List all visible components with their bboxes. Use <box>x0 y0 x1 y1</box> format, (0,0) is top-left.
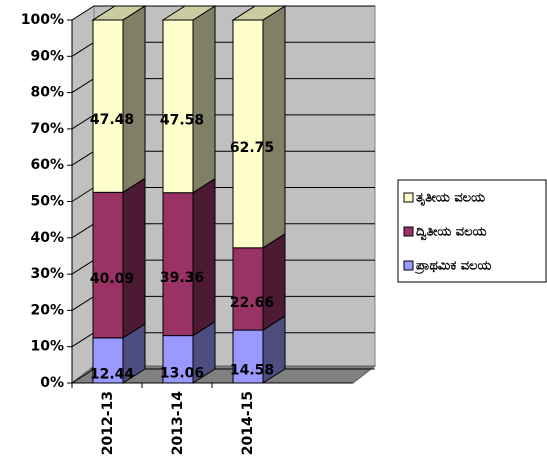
grid-line <box>71 5 95 21</box>
x-tick-label: 2012-13 <box>100 391 116 455</box>
y-tick-label: 80% <box>30 85 64 101</box>
bar-side <box>122 5 146 194</box>
value-label: 22.66 <box>230 295 274 311</box>
bar-segment <box>232 232 286 331</box>
bar <box>162 192 194 337</box>
grid-line <box>71 332 95 348</box>
grid-line <box>71 295 95 311</box>
legend-label: ತೃತೀಯ ವಲಯ <box>416 191 485 207</box>
value-label: 14.58 <box>230 363 274 379</box>
y-tick-label: 10% <box>30 339 64 355</box>
grid-line <box>71 187 95 202</box>
bar-top <box>91 5 147 21</box>
bar-top <box>161 5 217 21</box>
y-tick-label: 0% <box>40 375 64 391</box>
bar-segment <box>162 177 216 337</box>
value-label: 39.36 <box>160 270 204 286</box>
value-label: 47.48 <box>90 112 134 128</box>
y-tick-label: 50% <box>30 194 64 210</box>
bar <box>232 247 264 331</box>
bar <box>92 191 124 339</box>
legend-swatch <box>403 260 414 271</box>
legend-label: ದ್ವಿತೀಯ ವಲಯ <box>416 225 487 241</box>
grid-line <box>71 150 95 166</box>
bar <box>92 19 124 193</box>
bar <box>162 19 194 194</box>
grid-line <box>71 223 95 239</box>
y-tick-label: 100% <box>21 12 64 28</box>
y-tick-label: 70% <box>30 121 64 137</box>
value-label: 40.09 <box>90 271 134 287</box>
bar-top <box>231 5 287 21</box>
grid-line <box>71 114 95 130</box>
legend-swatch <box>403 192 414 203</box>
y-tick-label: 20% <box>30 302 64 318</box>
legend-label: ಪ್ರಾಥಮಿಕ ವಲಯ <box>414 259 491 276</box>
y-tick-label: 30% <box>30 266 64 282</box>
bar-segment <box>92 177 146 339</box>
bar-side <box>192 5 216 194</box>
grid-line <box>71 78 95 94</box>
value-label: 12.44 <box>90 366 135 382</box>
bar-segment <box>232 315 286 384</box>
y-tick-label: 40% <box>30 230 64 246</box>
x-tick-label: 2013-14 <box>170 391 186 456</box>
bar-segment <box>162 320 216 384</box>
y-tick-label: 60% <box>30 157 64 173</box>
grid-line <box>71 41 95 57</box>
value-label: 62.75 <box>230 140 274 156</box>
value-label: 47.58 <box>160 112 204 128</box>
bar-segment <box>91 5 147 194</box>
bars: 12.44 40.09 47.48 13.06 39.36 47.58 14.58 22.66… <box>90 5 287 384</box>
bar-side <box>122 177 146 339</box>
bar-segment <box>92 322 146 384</box>
value-label: 13.06 <box>160 365 204 381</box>
bar-side <box>262 5 286 249</box>
legend-items: ಪ್ರಾಥಮಿಕ ವಲಯ ದ್ವಿತೀಯ ವಲಯ ತೃತೀಯ ವಲಯ <box>403 191 491 276</box>
x-tick-label: 2014-15 <box>240 391 256 455</box>
bar <box>232 329 264 384</box>
bar-segment <box>161 5 217 194</box>
legend <box>397 179 547 283</box>
bar <box>232 19 264 249</box>
y-tick-label: 90% <box>30 48 64 64</box>
grid-line <box>71 259 95 275</box>
bar-side <box>262 232 286 331</box>
bar-side <box>192 177 216 337</box>
grid-line <box>71 368 95 384</box>
legend-swatch <box>403 226 414 237</box>
bar-segment <box>231 5 287 249</box>
